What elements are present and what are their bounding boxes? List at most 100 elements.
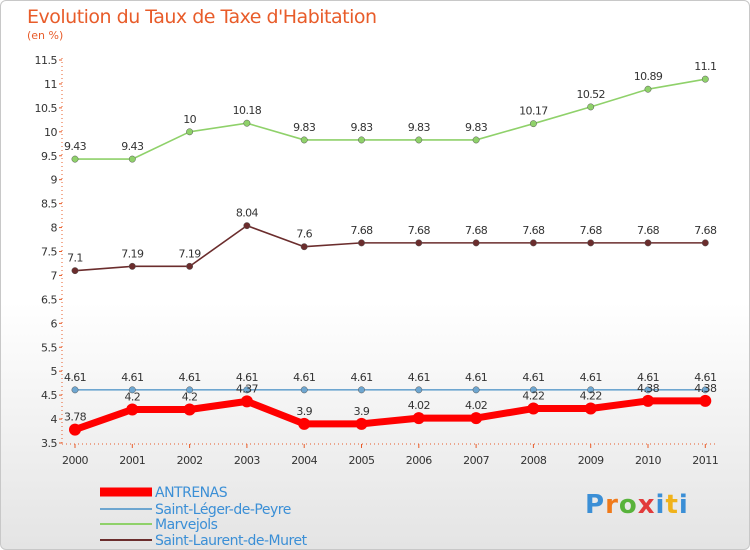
data-point xyxy=(300,386,308,394)
data-label: 4.61 xyxy=(350,371,372,384)
x-tick-label: 2005 xyxy=(349,454,375,467)
x-tick-label: 2010 xyxy=(635,454,661,467)
data-label: 7.1 xyxy=(67,252,83,265)
y-tick-label: 5 xyxy=(51,365,58,378)
data-point xyxy=(472,136,480,144)
data-point xyxy=(358,239,365,247)
data-label: 4.61 xyxy=(64,371,86,384)
data-point xyxy=(186,386,194,394)
data-point xyxy=(186,128,194,136)
data-point xyxy=(358,136,365,144)
legend-label: Marvejols xyxy=(155,517,218,533)
x-tick-label: 2006 xyxy=(406,454,432,467)
data-point xyxy=(529,239,537,247)
data-point xyxy=(71,267,79,275)
y-tick-label: 5.5 xyxy=(41,341,57,354)
data-point xyxy=(415,239,423,247)
data-point xyxy=(644,85,652,93)
data-label: 4.61 xyxy=(522,371,544,384)
data-point xyxy=(587,386,595,394)
data-label: 9.83 xyxy=(408,121,431,134)
data-label: 4.61 xyxy=(408,371,430,384)
data-label: 4.37 xyxy=(236,382,259,395)
data-point xyxy=(701,239,709,247)
data-point xyxy=(415,136,423,144)
data-point xyxy=(472,239,480,247)
data-point xyxy=(300,136,308,144)
data-label: 4.22 xyxy=(580,390,602,403)
data-point xyxy=(644,239,652,247)
data-label: 10 xyxy=(183,113,196,126)
data-label: 4.61 xyxy=(179,371,201,384)
data-label: 7.68 xyxy=(350,224,373,237)
data-point xyxy=(527,402,540,415)
series-line xyxy=(74,224,707,272)
data-point xyxy=(412,412,425,425)
x-tick-label: 2000 xyxy=(62,454,88,467)
data-label: 7.68 xyxy=(522,224,545,237)
data-point xyxy=(415,386,423,394)
y-tick-label: 10 xyxy=(44,126,57,139)
data-point xyxy=(183,403,196,416)
legend-label: Saint-Léger-de-Peyre xyxy=(155,502,291,518)
data-label: 3.78 xyxy=(64,411,87,424)
data-label: 3.9 xyxy=(296,405,312,418)
data-label: 4.61 xyxy=(465,371,487,384)
y-tick-label: 7.5 xyxy=(41,246,57,259)
data-point xyxy=(243,222,251,230)
data-label: 4.61 xyxy=(580,371,602,384)
data-point xyxy=(587,239,595,247)
data-label: 10.89 xyxy=(634,70,663,83)
data-label: 7.19 xyxy=(121,247,144,260)
data-label: 8.04 xyxy=(236,207,259,220)
data-label: 4.02 xyxy=(465,399,487,412)
y-tick-label: 4.5 xyxy=(41,389,57,402)
data-label: 4.61 xyxy=(637,371,659,384)
data-point xyxy=(470,412,483,425)
data-point xyxy=(472,386,480,394)
data-point xyxy=(69,423,81,436)
y-tick-label: 9 xyxy=(51,174,58,187)
data-point xyxy=(644,386,652,394)
y-tick-label: 6 xyxy=(51,317,58,330)
data-point xyxy=(701,75,709,83)
data-point xyxy=(298,417,311,430)
data-point xyxy=(71,386,79,394)
data-label: 9.83 xyxy=(293,121,316,134)
y-tick-label: 6.5 xyxy=(41,293,57,306)
data-point xyxy=(128,262,136,270)
series-line xyxy=(71,397,709,434)
y-tick-label: 7 xyxy=(51,269,58,282)
chart-subtitle: (en %) xyxy=(27,29,64,42)
x-tick-label: 2002 xyxy=(177,454,203,467)
data-point xyxy=(699,394,712,407)
data-label: 4.61 xyxy=(694,371,716,384)
data-point xyxy=(701,386,709,394)
x-tick-label: 2011 xyxy=(692,454,718,467)
data-label: 7.6 xyxy=(296,228,312,241)
data-label: 9.43 xyxy=(121,140,144,153)
data-label: 4.61 xyxy=(121,371,143,384)
data-label: 4.38 xyxy=(637,382,660,395)
data-point xyxy=(126,403,139,416)
data-label: 4.22 xyxy=(522,390,544,403)
data-point xyxy=(240,395,253,408)
data-point xyxy=(529,386,537,394)
data-point xyxy=(243,119,251,127)
data-label: 4.61 xyxy=(236,371,258,384)
data-point xyxy=(642,394,654,407)
x-tick-label: 2007 xyxy=(463,454,489,467)
data-point xyxy=(584,402,597,415)
data-point xyxy=(128,386,136,394)
data-point xyxy=(355,417,368,430)
y-tick-label: 10.5 xyxy=(35,102,58,115)
y-tick-label: 9.5 xyxy=(41,150,57,163)
y-tick-label: 11.5 xyxy=(35,54,58,67)
data-label: 7.68 xyxy=(694,224,717,237)
data-point xyxy=(358,386,365,394)
data-label: 11.1 xyxy=(694,60,716,73)
y-tick-label: 4 xyxy=(51,413,58,426)
y-tick-label: 8 xyxy=(51,222,58,235)
data-label: 4.2 xyxy=(182,390,198,403)
